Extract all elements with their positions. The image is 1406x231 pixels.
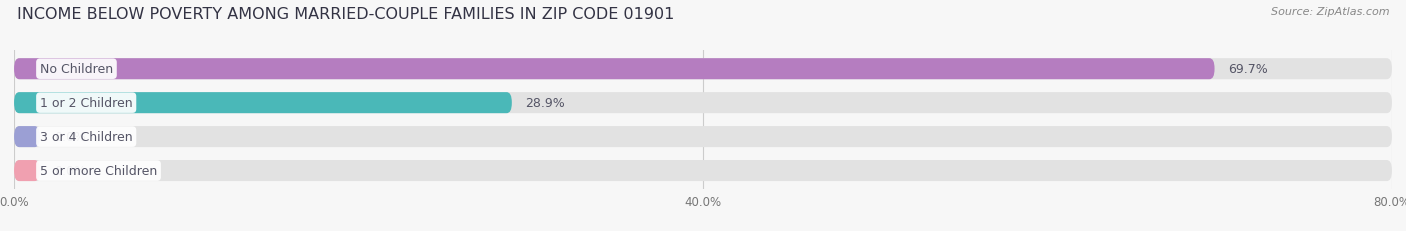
Text: Source: ZipAtlas.com: Source: ZipAtlas.com <box>1271 7 1389 17</box>
Text: 28.9%: 28.9% <box>526 97 565 110</box>
Text: 0.0%: 0.0% <box>53 131 86 143</box>
Text: 1 or 2 Children: 1 or 2 Children <box>39 97 132 110</box>
FancyBboxPatch shape <box>14 93 1392 114</box>
FancyBboxPatch shape <box>14 59 1215 80</box>
Text: INCOME BELOW POVERTY AMONG MARRIED-COUPLE FAMILIES IN ZIP CODE 01901: INCOME BELOW POVERTY AMONG MARRIED-COUPL… <box>17 7 675 22</box>
FancyBboxPatch shape <box>14 59 1392 80</box>
Text: 3 or 4 Children: 3 or 4 Children <box>39 131 132 143</box>
FancyBboxPatch shape <box>14 127 1392 148</box>
FancyBboxPatch shape <box>14 127 39 148</box>
FancyBboxPatch shape <box>14 160 39 181</box>
FancyBboxPatch shape <box>14 160 1392 181</box>
Text: 69.7%: 69.7% <box>1229 63 1268 76</box>
Text: No Children: No Children <box>39 63 112 76</box>
FancyBboxPatch shape <box>14 93 512 114</box>
Text: 5 or more Children: 5 or more Children <box>39 164 157 177</box>
Text: 0.0%: 0.0% <box>53 164 86 177</box>
